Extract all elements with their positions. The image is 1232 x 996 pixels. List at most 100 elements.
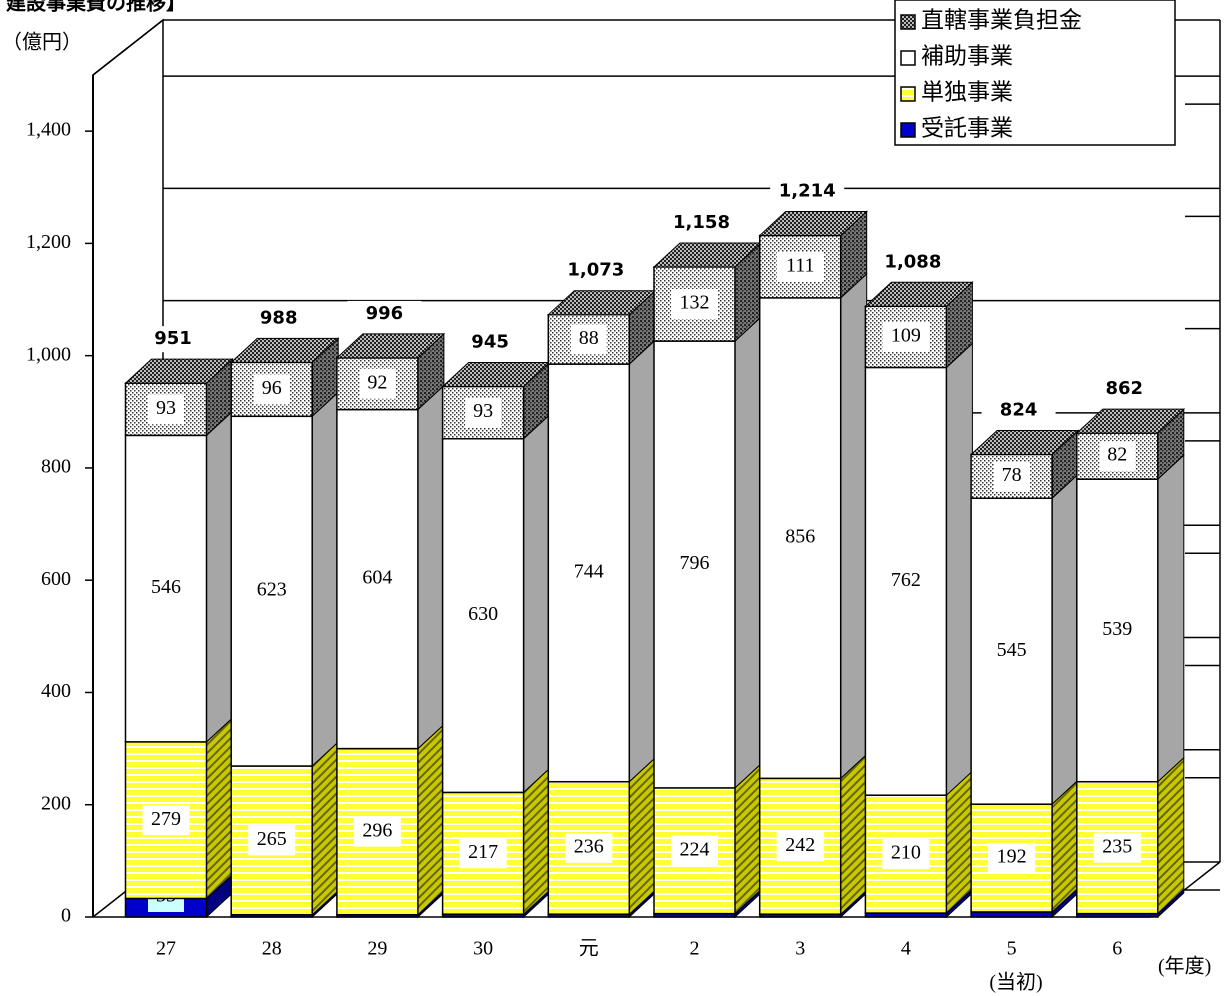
- y-axis-label: （億円）: [2, 31, 82, 54]
- value-label: 109: [891, 324, 921, 346]
- bar-top: [124, 358, 234, 384]
- bar-side: [206, 716, 233, 900]
- x-tick-label: 元: [579, 938, 599, 960]
- x-tick-label: 27: [156, 938, 176, 960]
- total-label: 1,214: [779, 181, 836, 202]
- bar-side: [1051, 473, 1079, 806]
- bar-top: [969, 429, 1080, 455]
- y-tick-label: 200: [41, 792, 71, 814]
- y-tick-label: 1,000: [26, 343, 71, 365]
- value-label: 217: [468, 841, 498, 863]
- value-label: 88: [579, 327, 599, 349]
- x-tick-label: 6: [1112, 938, 1122, 960]
- left-wall-top: [92, 19, 164, 76]
- value-label: 744: [574, 560, 604, 582]
- value-label: 93: [156, 397, 176, 419]
- legend-label: 補助事業: [921, 43, 1013, 68]
- value-label: 546: [151, 576, 181, 598]
- y-tick-label: 1,400: [26, 119, 71, 141]
- bar-side: [1157, 756, 1185, 915]
- x-axis-label: (年度): [1158, 955, 1211, 978]
- total-label-box: [136, 326, 210, 353]
- total-label-box: [770, 178, 845, 205]
- value-label: 235: [1102, 835, 1132, 857]
- bar-top: [1075, 408, 1186, 434]
- chart-title: 建設事業費の推移】: [6, 0, 186, 15]
- total-label: 945: [471, 332, 509, 353]
- y-tick-label: 1,200: [26, 231, 71, 253]
- value-label: 623: [257, 579, 287, 601]
- value-label-box: [1093, 615, 1141, 646]
- value-label-box: [671, 835, 718, 866]
- value-label-box: [359, 368, 396, 399]
- value-label-box: [776, 831, 824, 862]
- value-label-box: [248, 576, 296, 607]
- bar-side: [840, 753, 868, 916]
- bar-top: [758, 211, 868, 237]
- total-label: 988: [260, 307, 298, 328]
- bar-side: [523, 413, 551, 794]
- x-tick-label: 2: [690, 938, 700, 960]
- bar-side: [417, 384, 445, 750]
- total-label: 996: [366, 303, 404, 324]
- total-label-box: [664, 209, 739, 236]
- value-label-box: [142, 573, 190, 604]
- value-label-box: [565, 557, 613, 588]
- total-label: 951: [154, 328, 192, 349]
- bar-top: [335, 333, 446, 359]
- bar-side: [734, 762, 762, 915]
- value-label-box: [253, 374, 290, 405]
- value-label: 236: [574, 836, 604, 858]
- value-label: 92: [367, 371, 387, 393]
- bar-side: [628, 756, 656, 916]
- legend-swatch: [900, 122, 916, 138]
- value-label-box: [465, 397, 502, 428]
- value-label-box: [1099, 441, 1136, 472]
- x-tick-label: 29: [367, 938, 387, 960]
- value-label: 630: [468, 603, 498, 625]
- bar-side: [1157, 454, 1185, 783]
- value-label: 604: [362, 567, 392, 589]
- total-label: 862: [1106, 378, 1144, 399]
- legend-box: [894, 0, 1176, 146]
- value-label: 82: [1107, 444, 1127, 466]
- value-label-box: [882, 321, 930, 352]
- value-label: 762: [891, 569, 921, 591]
- legend-swatch: [900, 86, 916, 102]
- value-label: 192: [997, 846, 1027, 868]
- x-tick-label: 28: [262, 938, 282, 960]
- value-label-box: [353, 564, 401, 595]
- y-tick-label: 600: [41, 568, 71, 590]
- value-label: 796: [680, 552, 710, 574]
- value-label-box: [142, 805, 190, 836]
- total-label-box: [347, 300, 422, 327]
- bar-side: [945, 342, 973, 797]
- value-label-box: [565, 832, 613, 863]
- value-label: 96: [262, 377, 282, 399]
- value-label-box: [776, 523, 824, 554]
- bar-segment: [864, 366, 948, 796]
- total-label: 824: [1000, 399, 1038, 420]
- value-label: 279: [151, 808, 181, 830]
- value-label: 93: [473, 400, 493, 422]
- value-label-box: [671, 289, 718, 320]
- bar-top: [229, 337, 340, 363]
- value-label-box: [776, 251, 824, 282]
- value-label-box: [1093, 832, 1141, 863]
- value-label-box: [570, 324, 607, 355]
- bar-side: [417, 723, 445, 916]
- x-tick-label: 4: [901, 938, 911, 960]
- bar-segment: [758, 297, 842, 780]
- value-label-box: [248, 825, 296, 856]
- bar-side: [840, 272, 868, 780]
- value-label-box: [882, 566, 930, 597]
- bar-top: [864, 281, 974, 307]
- legend-label: 直轄事業負担金: [921, 7, 1082, 32]
- legend-swatch: [900, 14, 916, 30]
- value-label-box: [353, 816, 401, 847]
- total-label-box: [1087, 376, 1162, 403]
- value-label-box: [459, 838, 507, 869]
- x-tick-label: 3: [795, 938, 805, 960]
- value-label: 545: [997, 639, 1027, 661]
